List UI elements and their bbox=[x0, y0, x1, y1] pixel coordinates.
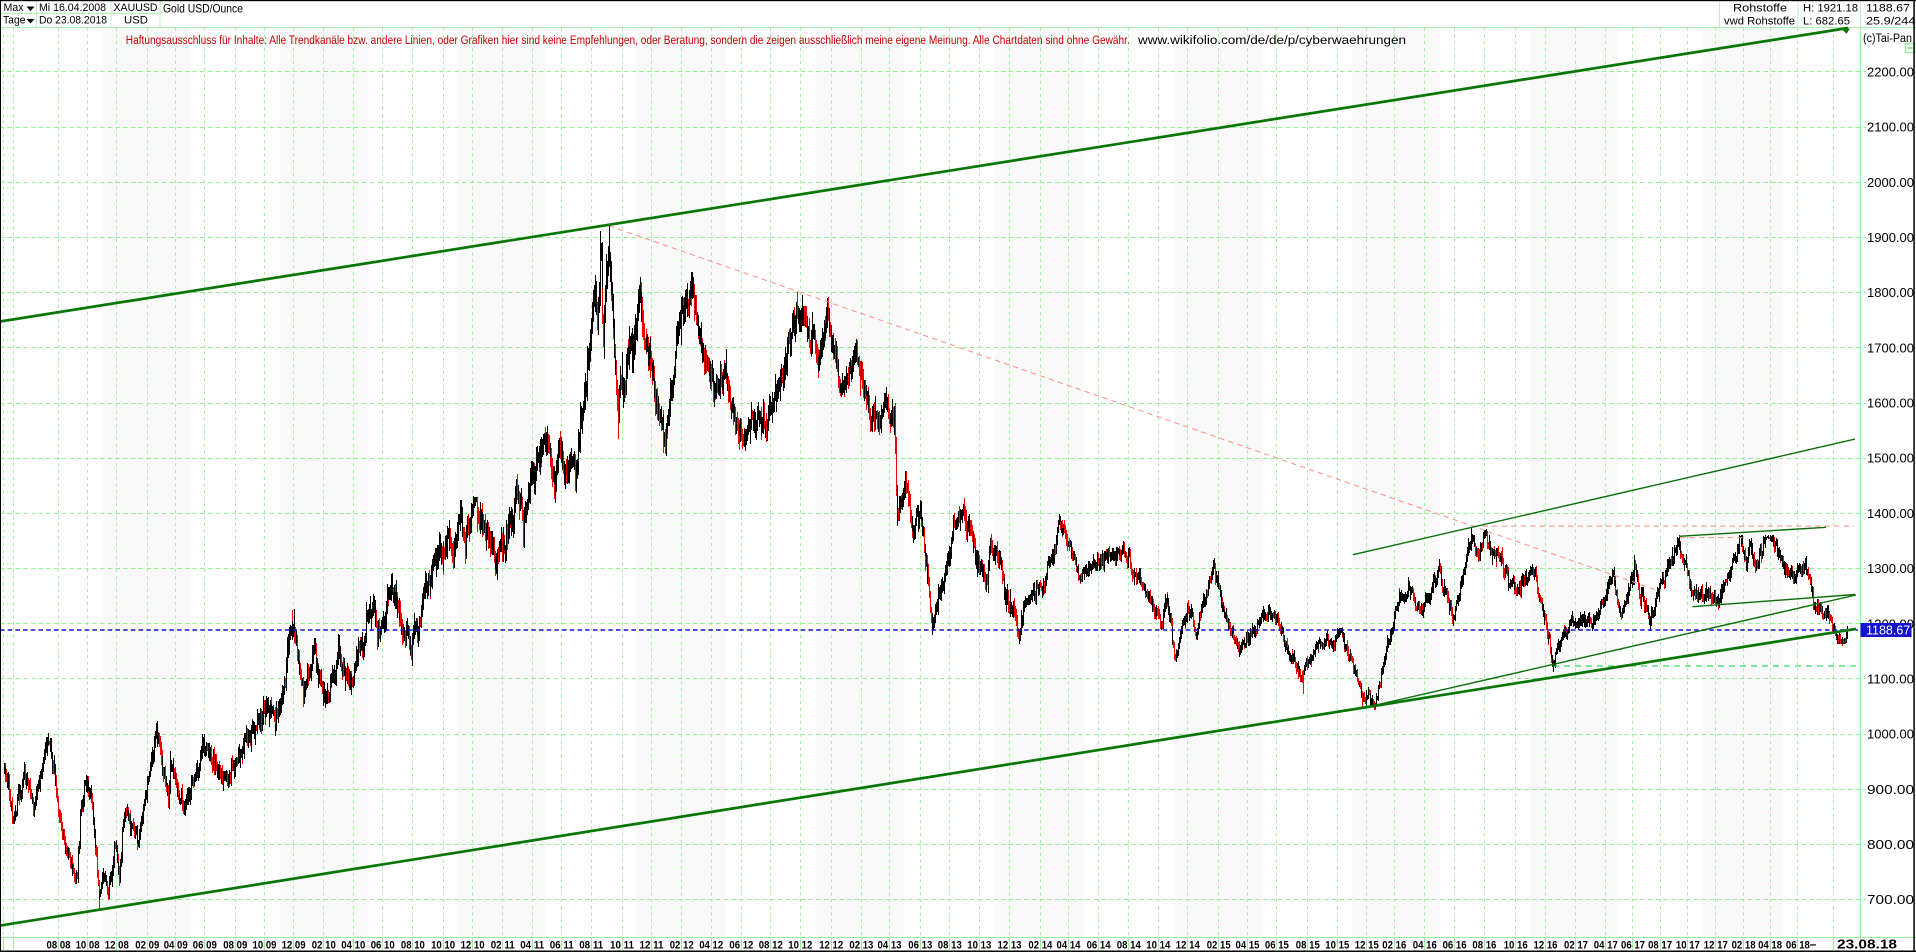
svg-text:1300.00: 1300.00 bbox=[1867, 562, 1914, 576]
svg-text:700.00: 700.00 bbox=[1867, 893, 1914, 907]
svg-text:08 08: 08 08 bbox=[47, 940, 71, 952]
svg-text:12 11: 12 11 bbox=[640, 940, 664, 952]
svg-text:08 14: 08 14 bbox=[1117, 940, 1142, 952]
svg-text:10 17: 10 17 bbox=[1676, 940, 1700, 952]
svg-text:02 11: 02 11 bbox=[491, 940, 515, 952]
svg-text:08 15: 08 15 bbox=[1296, 940, 1320, 952]
svg-text:08 16: 08 16 bbox=[1472, 940, 1496, 952]
svg-text:02 12: 02 12 bbox=[670, 940, 694, 952]
svg-text:USD: USD bbox=[124, 15, 148, 27]
svg-text:25.9/244.6: 25.9/244.6 bbox=[1866, 16, 1916, 28]
svg-text:06 17: 06 17 bbox=[1621, 940, 1645, 952]
svg-text:06 10: 06 10 bbox=[371, 940, 395, 952]
svg-text:04 12: 04 12 bbox=[699, 940, 723, 952]
svg-text:900.00: 900.00 bbox=[1867, 783, 1914, 797]
svg-text:12 10: 12 10 bbox=[461, 940, 485, 952]
svg-text:2200.00: 2200.00 bbox=[1867, 65, 1914, 79]
svg-text:06 11: 06 11 bbox=[550, 940, 574, 952]
svg-text:04 11: 04 11 bbox=[520, 940, 544, 952]
svg-text:12 08: 12 08 bbox=[105, 940, 129, 952]
svg-text:vwd Rohstoffe: vwd Rohstoffe bbox=[1724, 16, 1795, 28]
svg-text:02 18: 02 18 bbox=[1732, 940, 1756, 952]
svg-text:04 15: 04 15 bbox=[1236, 940, 1260, 952]
svg-text:1900.00: 1900.00 bbox=[1867, 231, 1914, 245]
svg-text:04 18: 04 18 bbox=[1758, 940, 1782, 952]
svg-text:1700.00: 1700.00 bbox=[1867, 341, 1914, 355]
svg-text:02 17: 02 17 bbox=[1564, 940, 1588, 952]
svg-text:10 12: 10 12 bbox=[788, 940, 812, 952]
svg-text:12 15: 12 15 bbox=[1355, 940, 1379, 952]
svg-text:Gold USD/Ounce: Gold USD/Ounce bbox=[163, 2, 243, 16]
svg-text:02 10: 02 10 bbox=[312, 940, 336, 952]
svg-text:08 12: 08 12 bbox=[759, 940, 783, 952]
svg-text:02 13: 02 13 bbox=[849, 940, 873, 952]
svg-text:(c)Tai-Pan: (c)Tai-Pan bbox=[1863, 33, 1912, 45]
svg-text:Do 23.08.2018: Do 23.08.2018 bbox=[39, 15, 107, 27]
svg-text:06 18: 06 18 bbox=[1786, 940, 1810, 952]
svg-text:12 14: 12 14 bbox=[1176, 940, 1201, 952]
svg-text:–: – bbox=[1810, 937, 1817, 951]
svg-text:06 14: 06 14 bbox=[1087, 940, 1112, 952]
svg-text:L: 682.65: L: 682.65 bbox=[1803, 16, 1850, 28]
svg-text:10 11: 10 11 bbox=[610, 940, 634, 952]
svg-text:08 10: 08 10 bbox=[401, 940, 425, 952]
svg-text:10 15: 10 15 bbox=[1325, 940, 1349, 952]
svg-text:2000.00: 2000.00 bbox=[1867, 176, 1914, 190]
svg-text:04 09: 04 09 bbox=[164, 940, 188, 952]
svg-text:12 13: 12 13 bbox=[998, 940, 1022, 952]
svg-text:2100.00: 2100.00 bbox=[1867, 121, 1914, 135]
svg-text:04 10: 04 10 bbox=[341, 940, 365, 952]
svg-text:08 11: 08 11 bbox=[579, 940, 603, 952]
svg-text:1400.00: 1400.00 bbox=[1867, 507, 1914, 521]
svg-text:1188.67: 1188.67 bbox=[1866, 3, 1910, 15]
svg-text:08 13: 08 13 bbox=[938, 940, 962, 952]
svg-text:Max: Max bbox=[4, 2, 24, 14]
svg-text:12 17: 12 17 bbox=[1704, 940, 1728, 952]
svg-text:06 15: 06 15 bbox=[1265, 940, 1289, 952]
svg-text:1000.00: 1000.00 bbox=[1867, 728, 1914, 742]
svg-text:23.08.18: 23.08.18 bbox=[1837, 938, 1897, 952]
svg-text:10 16: 10 16 bbox=[1504, 940, 1528, 952]
svg-text:Tage: Tage bbox=[3, 15, 26, 27]
svg-text:06 16: 06 16 bbox=[1443, 940, 1467, 952]
svg-text:06 12: 06 12 bbox=[729, 940, 753, 952]
svg-text:XAUUSD: XAUUSD bbox=[114, 2, 158, 14]
svg-text:12 16: 12 16 bbox=[1534, 940, 1558, 952]
svg-text:Haftungsausschluss für Inhalte: Haftungsausschluss für Inhalte: Alle Tre… bbox=[126, 33, 1130, 47]
svg-text:H: 1921.18: H: 1921.18 bbox=[1803, 3, 1858, 15]
svg-text:10 09: 10 09 bbox=[253, 940, 277, 952]
svg-text:Rohstoffe: Rohstoffe bbox=[1733, 3, 1787, 15]
svg-text:1100.00: 1100.00 bbox=[1867, 673, 1914, 687]
svg-text:08 17: 08 17 bbox=[1648, 940, 1672, 952]
svg-text:12 12: 12 12 bbox=[819, 940, 843, 952]
svg-text:800.00: 800.00 bbox=[1867, 838, 1914, 852]
svg-text:10 08: 10 08 bbox=[76, 940, 100, 952]
svg-text:1800.00: 1800.00 bbox=[1867, 286, 1914, 300]
svg-text:04 16: 04 16 bbox=[1413, 940, 1437, 952]
svg-text:04 14: 04 14 bbox=[1057, 940, 1082, 952]
svg-text:02 14: 02 14 bbox=[1028, 940, 1053, 952]
svg-text:08 09: 08 09 bbox=[223, 940, 247, 952]
svg-text:02 15: 02 15 bbox=[1207, 940, 1231, 952]
svg-text:04 13: 04 13 bbox=[878, 940, 902, 952]
svg-text:10 13: 10 13 bbox=[967, 940, 991, 952]
svg-text:02 16: 02 16 bbox=[1382, 940, 1406, 952]
svg-text:1188.67: 1188.67 bbox=[1866, 624, 1910, 638]
svg-text:www.wikifolio.com/de/de/p/cybe: www.wikifolio.com/de/de/p/cyberwaehrunge… bbox=[1137, 33, 1406, 47]
svg-text:04 17: 04 17 bbox=[1594, 940, 1618, 952]
svg-text:06 13: 06 13 bbox=[908, 940, 932, 952]
svg-text:10 14: 10 14 bbox=[1146, 940, 1171, 952]
svg-text:02 09: 02 09 bbox=[135, 940, 159, 952]
svg-text:1500.00: 1500.00 bbox=[1867, 452, 1914, 466]
svg-text:10 10: 10 10 bbox=[431, 940, 455, 952]
svg-text:Mi 16.04.2008: Mi 16.04.2008 bbox=[39, 2, 106, 14]
svg-text:12 09: 12 09 bbox=[282, 940, 306, 952]
svg-text:06 09: 06 09 bbox=[193, 940, 217, 952]
svg-text:1600.00: 1600.00 bbox=[1867, 397, 1914, 411]
